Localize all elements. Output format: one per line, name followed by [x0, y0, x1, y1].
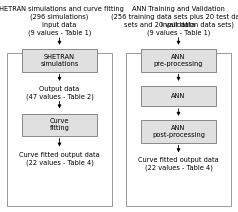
- Bar: [141, 120, 216, 142]
- Text: Curve fitted output data
(22 values - Table 4): Curve fitted output data (22 values - Ta…: [19, 152, 100, 166]
- Text: Input data
(9 values - Table 1): Input data (9 values - Table 1): [147, 22, 210, 36]
- Text: Output data
(47 values - Table 2): Output data (47 values - Table 2): [25, 86, 94, 100]
- Bar: [7, 53, 112, 206]
- Text: Input data
(9 values - Table 1): Input data (9 values - Table 1): [28, 22, 91, 36]
- Text: Curve
fitting: Curve fitting: [50, 118, 69, 131]
- Text: ANN: ANN: [171, 93, 186, 99]
- Text: SHETRAN
simulations: SHETRAN simulations: [40, 54, 79, 67]
- Text: ANN Training and Validation
(256 training data sets plus 20 test data
sets and 2: ANN Training and Validation (256 trainin…: [111, 6, 238, 28]
- Text: Curve fitted output data
(22 values - Table 4): Curve fitted output data (22 values - Ta…: [138, 157, 219, 171]
- Bar: [141, 49, 216, 72]
- Bar: [126, 53, 231, 206]
- Bar: [141, 86, 216, 106]
- Text: ANN
post-processing: ANN post-processing: [152, 125, 205, 138]
- Text: ANN
pre-processing: ANN pre-processing: [154, 54, 203, 67]
- Bar: [22, 114, 97, 136]
- Bar: [22, 49, 97, 72]
- Text: SHETRAN simulations and curve fitting
(296 simulations): SHETRAN simulations and curve fitting (2…: [0, 6, 124, 20]
